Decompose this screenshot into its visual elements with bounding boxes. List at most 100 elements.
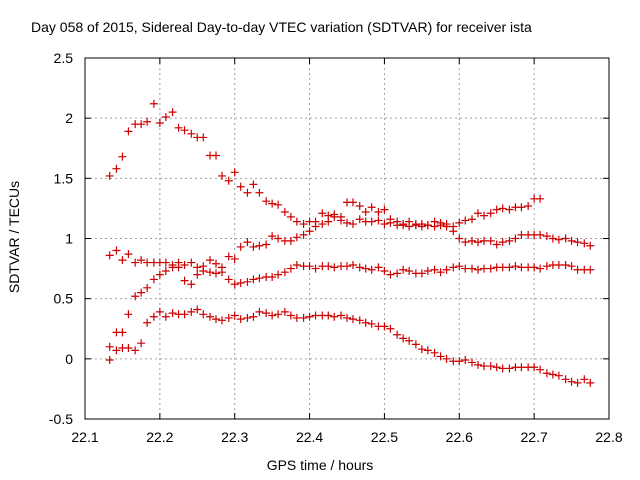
data-point <box>286 212 295 221</box>
data-point <box>217 316 226 325</box>
data-point <box>386 324 395 333</box>
chart-title: Day 058 of 2015, Sidereal Day-to-day VTE… <box>31 19 532 35</box>
data-point <box>405 266 414 275</box>
data-point <box>567 236 576 245</box>
data-point <box>468 358 477 367</box>
data-point <box>474 265 482 274</box>
data-point <box>567 262 576 271</box>
data-point <box>492 240 501 249</box>
data-point <box>174 123 183 132</box>
data-point <box>143 117 152 126</box>
data-point <box>305 262 314 271</box>
data-point <box>468 264 477 273</box>
data-point <box>461 216 470 225</box>
data-point <box>461 264 470 273</box>
data-point <box>423 221 432 230</box>
data-point <box>330 212 339 221</box>
x-tick-label: 22.3 <box>221 429 248 445</box>
data-point <box>199 133 208 142</box>
y-tick-label: -0.5 <box>49 411 73 427</box>
data-point <box>105 356 114 365</box>
data-point <box>118 328 127 337</box>
data-point <box>586 241 595 250</box>
data-point <box>149 312 158 321</box>
data-point <box>361 208 370 217</box>
data-point <box>131 258 140 267</box>
data-point <box>224 313 233 322</box>
data-point <box>468 236 477 245</box>
data-point <box>498 364 507 373</box>
data-point <box>337 216 346 225</box>
data-point <box>236 182 245 191</box>
data-point <box>380 266 389 275</box>
data-point <box>355 263 364 272</box>
data-point <box>567 377 576 386</box>
data-point <box>330 263 339 272</box>
data-point <box>137 339 146 348</box>
data-point <box>262 197 271 206</box>
data-point <box>193 270 202 279</box>
data-point <box>262 309 271 318</box>
data-point <box>230 168 239 177</box>
data-point <box>124 310 133 319</box>
data-point <box>361 318 370 327</box>
data-point <box>187 129 196 138</box>
data-point <box>180 260 189 269</box>
data-point <box>155 270 164 279</box>
data-point <box>305 227 314 236</box>
data-point <box>105 342 114 351</box>
data-point <box>168 108 177 117</box>
grid-lines <box>85 58 609 419</box>
data-point <box>199 266 208 275</box>
data-point <box>455 357 464 366</box>
data-point <box>180 276 189 285</box>
data-point <box>573 378 582 387</box>
data-point <box>461 238 470 247</box>
data-point <box>161 112 170 121</box>
data-point <box>143 283 152 292</box>
data-point <box>536 365 545 374</box>
data-point <box>236 279 245 288</box>
data-point <box>430 348 439 357</box>
data-point <box>131 346 140 355</box>
data-point <box>180 126 189 135</box>
data-point <box>212 151 220 160</box>
data-point <box>492 205 501 214</box>
data-point <box>573 238 582 247</box>
data-point <box>274 310 283 319</box>
data-point <box>511 262 520 271</box>
data-point <box>149 99 158 108</box>
data-point <box>161 312 170 321</box>
data-point <box>367 265 376 274</box>
data-point <box>417 345 426 354</box>
data-point <box>536 230 545 239</box>
data-point <box>311 264 320 273</box>
y-tick-label: 2.5 <box>54 50 74 66</box>
data-point <box>561 260 570 269</box>
data-point <box>436 268 445 277</box>
data-point <box>380 205 389 214</box>
data-point <box>187 280 196 289</box>
data-point <box>511 234 520 243</box>
data-point <box>286 264 295 273</box>
data-point <box>536 264 545 273</box>
data-point <box>324 262 333 271</box>
x-tick-label: 22.5 <box>371 429 398 445</box>
data-point <box>124 127 133 136</box>
data-point <box>442 354 451 363</box>
data-point <box>580 375 589 384</box>
data-point <box>586 265 595 274</box>
data-point <box>517 203 526 212</box>
data-point <box>274 234 283 243</box>
data-point <box>118 256 127 265</box>
data-point <box>530 263 539 272</box>
data-point <box>498 204 507 213</box>
data-point <box>498 263 507 272</box>
data-point <box>474 238 482 247</box>
data-point <box>536 194 545 203</box>
data-points <box>105 99 595 387</box>
data-point <box>212 259 220 268</box>
data-point <box>468 215 477 224</box>
data-point <box>280 307 289 316</box>
